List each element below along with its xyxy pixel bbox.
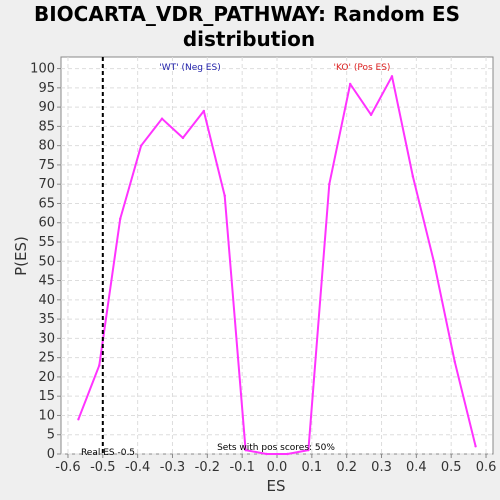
data-point: [181, 136, 185, 140]
x-tick-label: 0.2: [336, 460, 357, 475]
y-tick-label: 30: [38, 331, 55, 346]
data-point: [390, 75, 394, 78]
data-point: [77, 418, 80, 421]
grid: [61, 57, 493, 455]
y-tick-label: 35: [38, 312, 55, 327]
x-tick-label: -0.3: [160, 460, 185, 475]
data-point: [307, 448, 310, 452]
y-tick-label: 75: [38, 158, 55, 173]
series-line: [77, 75, 477, 455]
data-point: [223, 194, 226, 197]
data-point: [328, 182, 331, 186]
data-point: [244, 448, 247, 452]
y-tick-label: 40: [38, 293, 55, 308]
x-tick-label: 0.5: [441, 460, 462, 475]
x-tick-label: -0.2: [195, 460, 220, 475]
y-tick-label: 90: [38, 100, 55, 115]
x-tick-label: 0.3: [371, 460, 392, 475]
data-point: [119, 217, 122, 221]
data-point: [98, 364, 101, 367]
y-tick-label: 70: [38, 177, 55, 192]
x-tick-label: 0.1: [301, 460, 322, 475]
data-point: [202, 109, 206, 113]
y-tick-label: 20: [38, 370, 55, 385]
y-tick-label: 15: [38, 389, 55, 404]
y-tick-label: 95: [38, 81, 55, 96]
data-point: [139, 144, 143, 147]
data-point: [411, 175, 415, 178]
x-tick-label: 0.6: [476, 460, 497, 475]
y-tick-label: 80: [38, 139, 55, 154]
x-tick-label: -0.6: [55, 460, 80, 475]
y-axis-label: P(ES): [12, 236, 30, 276]
y-tick-label: 65: [38, 196, 55, 211]
axis-ticks: 0 5 10 15 20 25 30 35 40 45 50 55 60 65 70 75 80 85 90 95 10…: [30, 62, 496, 475]
y-tick-label: 10: [38, 408, 55, 423]
y-tick-label: 100: [30, 62, 55, 77]
x-tick-label: -0.1: [229, 460, 254, 475]
y-tick-label: 45: [38, 274, 55, 289]
data-point: [369, 113, 373, 117]
chart-title-line2: distribution: [183, 27, 315, 51]
x-tick-label: -0.4: [125, 460, 150, 475]
data-point: [160, 117, 164, 120]
data-point: [265, 452, 268, 456]
data-point: [474, 445, 477, 448]
data-point: [432, 260, 435, 263]
x-tick-label: -0.5: [90, 460, 115, 475]
chart-marks: [77, 57, 477, 456]
data-point: [453, 360, 456, 363]
sets-pos-scores-label: Sets with pos scores: 50%: [217, 443, 335, 453]
pos-es-annotation: 'KO' (Pos ES): [334, 63, 391, 73]
data-point: [348, 82, 352, 86]
x-tick-label: 0.0: [267, 460, 288, 475]
chart-title-line1: BIOCARTA_VDR_PATHWAY: Random ES: [34, 2, 460, 26]
x-axis-label: ES: [267, 477, 286, 495]
y-tick-label: 85: [38, 119, 55, 134]
y-tick-label: 60: [38, 216, 55, 231]
y-tick-label: 50: [38, 254, 55, 269]
y-tick-label: 0: [47, 447, 55, 462]
data-point: [286, 452, 289, 456]
neg-es-annotation: 'WT' (Neg ES): [159, 63, 220, 73]
y-tick-label: 25: [38, 351, 55, 366]
real-es-label: Real ES -0.5: [81, 448, 135, 458]
y-tick-label: 5: [47, 428, 55, 443]
y-tick-label: 55: [38, 235, 55, 250]
x-tick-label: 0.4: [406, 460, 427, 475]
